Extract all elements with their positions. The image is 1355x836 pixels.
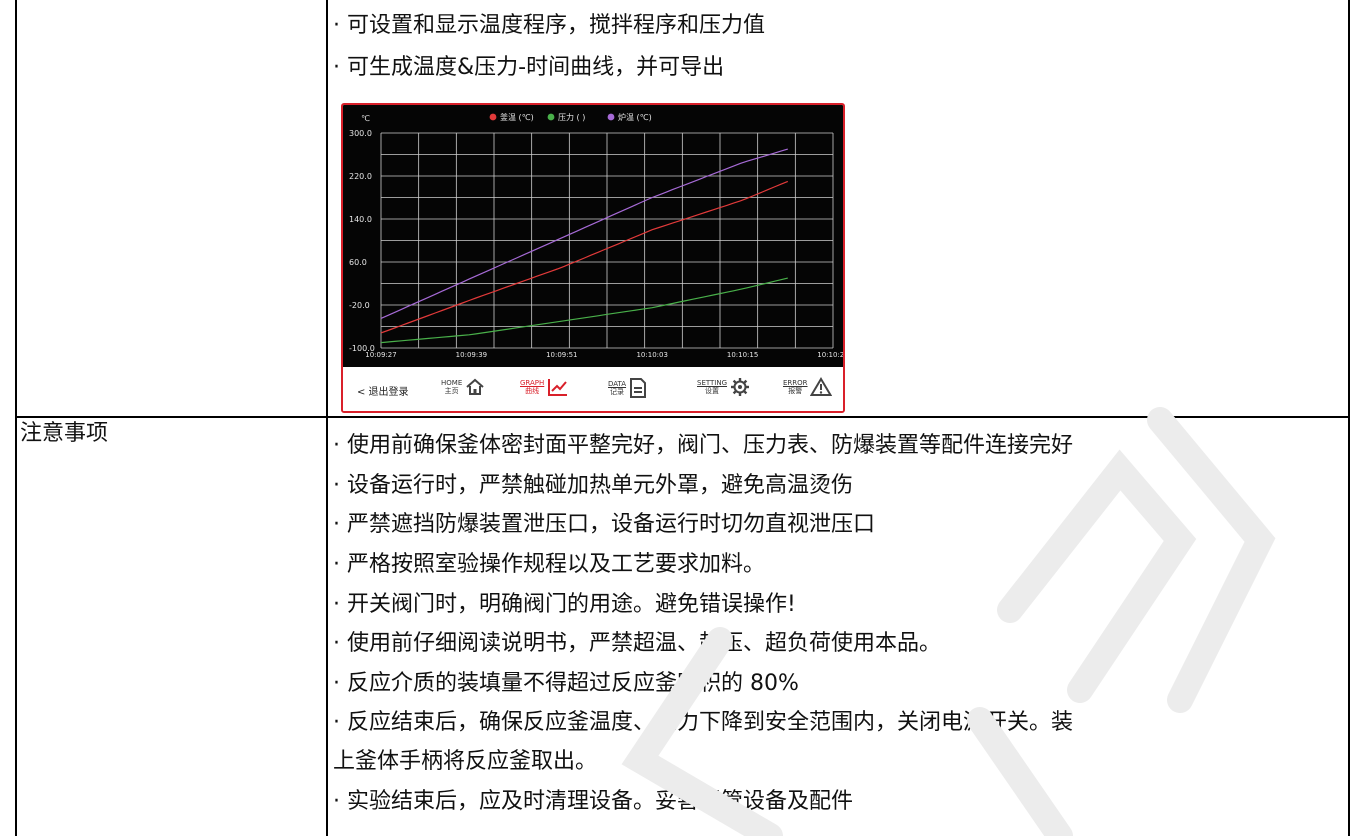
table-left-border [15, 0, 17, 836]
y-tick-label: 220.0 [349, 172, 372, 181]
y-tick-label: -20.0 [349, 301, 370, 310]
table-right-border [1348, 0, 1350, 836]
nav-error-zh: 报警 [788, 387, 803, 395]
x-tick-label: 10:09:27 [365, 351, 396, 359]
nav-error-en: ERROR [783, 379, 808, 387]
warning-icon [810, 377, 833, 396]
nav-setting-label: SETTING 设置 [697, 379, 727, 395]
x-tick-label: 10:10:03 [636, 351, 667, 359]
nav-setting-en: SETTING [697, 379, 728, 387]
note-line: · 反应结束后，确保反应釜温度、压力下降到安全范围内，关闭电源开关。装 [333, 710, 1073, 735]
legend-label: 压力 ( ) [558, 112, 585, 122]
nav-error-label: ERROR 报警 [783, 379, 808, 395]
legend-marker [547, 113, 555, 121]
x-tick-label: 10:10:15 [727, 351, 758, 359]
y-tick-label: 60.0 [349, 258, 367, 267]
gear-icon [730, 378, 749, 396]
chart-legend: 釜温 (℃) 压力 ( ) 炉温 (℃) [489, 112, 652, 122]
nav-home-label: HOME 主页 [441, 379, 462, 395]
y-tick-label: 140.0 [349, 215, 372, 224]
chart-series [380, 148, 789, 344]
note-line: 上釜体手柄将反应釜取出。 [333, 749, 598, 774]
table-row-divider [15, 416, 1350, 418]
logout-button[interactable]: < 退出登录 [357, 387, 409, 398]
x-tick-labels: 10:09:27 10:09:39 10:09:51 10:10:03 10:10:15… [365, 351, 843, 359]
nav-home-zh: 主页 [444, 387, 459, 395]
note-line: · 实验结束后，应及时清理设备。妥善保管设备及配件 [333, 789, 853, 814]
controller-nav-bar: < 退出登录 HOME 主页 GRAPH 曲线 [343, 367, 843, 411]
y-tick-label: 300.0 [349, 129, 372, 138]
series-line [380, 180, 789, 334]
spec-table [15, 0, 1350, 836]
feature-line: · 可生成温度&压力-时间曲线，并可导出 [333, 55, 725, 80]
legend-label: 釜温 (℃) [500, 112, 534, 122]
nav-home-en: HOME [441, 379, 463, 387]
series-line [380, 277, 788, 344]
nav-graph-label: GRAPH 曲线 [520, 379, 544, 395]
nav-data-button[interactable]: DATA 记录 [608, 377, 647, 399]
y-tick-label: -100.0 [349, 344, 375, 353]
nav-data-zh: 记录 [610, 388, 625, 396]
note-line: · 严格按照室验操作规程以及工艺要求加料。 [333, 552, 765, 577]
legend-marker [489, 113, 497, 121]
nav-error-button[interactable]: ERROR 报警 [783, 377, 833, 397]
table-column-divider [326, 0, 328, 836]
notes-label: 注意事项 [20, 421, 109, 446]
note-line: · 设备运行时，严禁触碰加热单元外罩，避免高温烫伤 [333, 473, 853, 498]
controller-screen: 300.0 220.0 140.0 60.0 -20.0 -100.0 10:09:27 1… [341, 103, 845, 413]
note-line: · 严禁遮挡防爆装置泄压口，设备运行时切勿直视泄压口 [333, 512, 875, 537]
x-tick-label: 10:09:39 [456, 351, 487, 359]
nav-graph-button[interactable]: GRAPH 曲线 [520, 377, 569, 397]
nav-setting-button[interactable]: SETTING 设置 [697, 377, 750, 397]
nav-data-label: DATA 记录 [608, 380, 626, 396]
line-chart-icon [548, 379, 568, 396]
note-line: · 使用前仔细阅读说明书，严禁超温、超压、超负荷使用本品。 [333, 631, 941, 656]
nav-home-button[interactable]: HOME 主页 [441, 377, 485, 397]
y-axis-unit: ℃ [361, 114, 370, 123]
chart-screen: 300.0 220.0 140.0 60.0 -20.0 -100.0 10:09:27 1… [343, 105, 843, 367]
series-line [380, 148, 788, 319]
home-icon [466, 378, 484, 395]
note-line: · 使用前确保釜体密封面平整完好，阀门、压力表、防爆装置等配件连接完好 [333, 433, 1073, 458]
note-line: · 反应介质的装填量不得超过反应釜容积的 80% [333, 671, 799, 696]
nav-setting-zh: 设置 [705, 387, 720, 395]
legend-label: 炉温 (℃) [618, 112, 652, 122]
x-tick-label: 10:09:51 [546, 351, 577, 359]
chart-grid [380, 132, 834, 349]
nav-data-en: DATA [608, 380, 627, 388]
y-tick-labels: 300.0 220.0 140.0 60.0 -20.0 -100.0 [349, 129, 375, 353]
document-icon [629, 378, 646, 398]
nav-graph-zh: 曲线 [525, 387, 540, 395]
nav-graph-en: GRAPH [520, 379, 545, 387]
legend-marker [607, 113, 615, 121]
note-line: · 开关阀门时，明确阀门的用途。避免错误操作! [333, 592, 796, 617]
feature-line: · 可设置和显示温度程序，搅拌程序和压力值 [333, 13, 765, 38]
x-tick-label: 10:10:27 [817, 351, 843, 359]
